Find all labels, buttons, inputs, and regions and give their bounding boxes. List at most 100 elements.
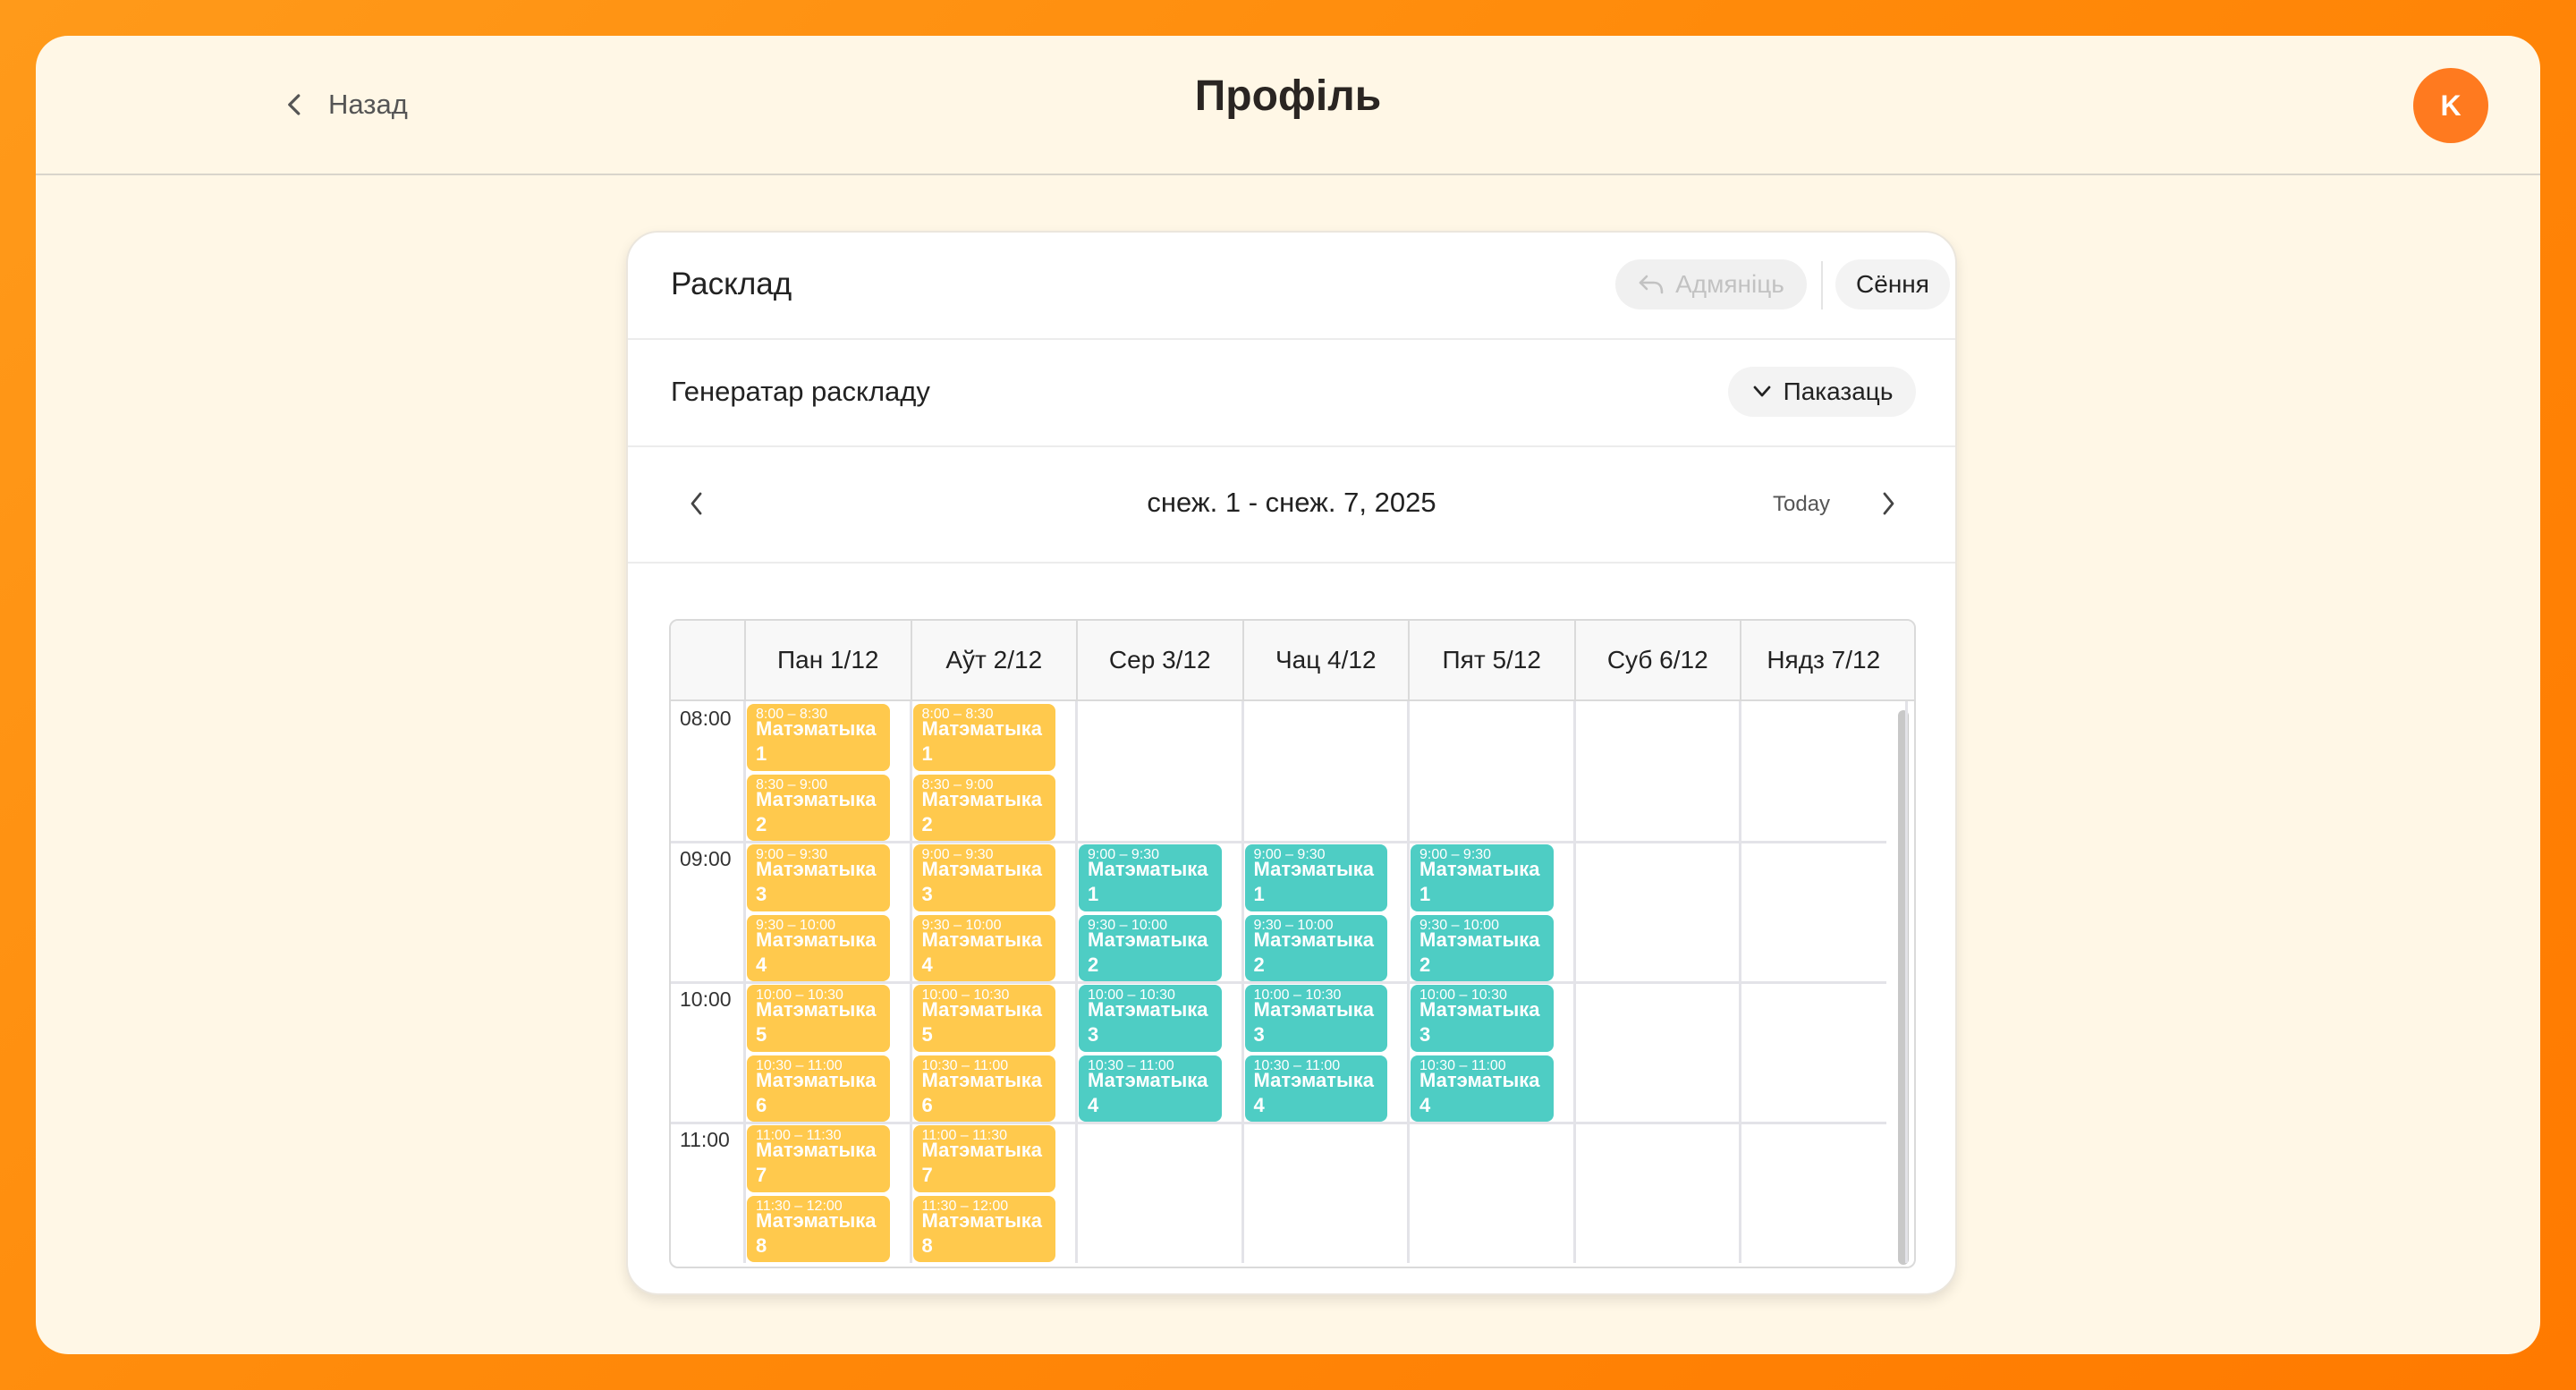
schedule-event[interactable]: 8:30 – 9:00 Матэматыка 2 — [747, 774, 890, 841]
week-calendar: Пан 1/12 Аўт 2/12 Сер 3/12 Чац 4/12 Пят 5/12… — [669, 619, 1916, 1268]
event-title: Матэматыка 3 — [1419, 998, 1540, 1046]
event-title: Матэматыка 4 — [921, 928, 1043, 976]
day-header: Суб 6/12 — [1573, 621, 1741, 699]
day-header: Чац 4/12 — [1241, 621, 1409, 699]
grid-hour-line — [671, 981, 1886, 984]
day-header: Пят 5/12 — [1408, 621, 1574, 699]
schedule-header: Расклад Адмяніць Сёння — [628, 233, 1955, 340]
undo-icon — [1639, 275, 1664, 294]
schedule-event[interactable]: 9:00 – 9:30 Матэматыка 1 — [1079, 844, 1222, 911]
event-time: 9:00 – 9:30 — [1253, 847, 1326, 862]
app-window: Назад Профіль K Расклад Адмяніць Сёння Г… — [36, 36, 2540, 1354]
time-label: 08:00 — [680, 707, 732, 730]
schedule-event[interactable]: 8:00 – 8:30 Матэматыка 1 — [912, 704, 1055, 771]
event-title: Матэматыка 4 — [1419, 1068, 1540, 1116]
avatar[interactable]: K — [2413, 68, 2488, 143]
schedule-event[interactable]: 10:30 – 11:00 Матэматыка 4 — [1079, 1055, 1222, 1122]
schedule-event[interactable]: 11:30 – 12:00 Матэматыка 8 — [912, 1195, 1055, 1262]
time-label: 11:00 — [680, 1128, 730, 1151]
event-time: 9:30 – 10:00 — [1253, 917, 1334, 933]
schedule-event[interactable]: 9:00 – 9:30 Матэматыка 3 — [747, 844, 890, 911]
day-header: Аўт 2/12 — [910, 621, 1077, 699]
event-time: 8:30 – 9:00 — [756, 776, 828, 792]
calendar-header: Пан 1/12 Аўт 2/12 Сер 3/12 Чац 4/12 Пят 5/12… — [671, 621, 1914, 701]
schedule-event[interactable]: 9:00 – 9:30 Матэматыка 1 — [1244, 844, 1387, 911]
schedule-event[interactable]: 11:00 – 11:30 Матэматыка 7 — [747, 1125, 890, 1192]
prev-week-button[interactable] — [674, 481, 719, 526]
event-time: 8:00 – 8:30 — [921, 707, 994, 722]
day-header: Нядз 7/12 — [1740, 621, 1906, 699]
event-time: 10:30 – 11:00 — [1088, 1057, 1174, 1073]
next-week-button[interactable] — [1866, 481, 1911, 526]
schedule-event[interactable]: 10:30 – 11:00 Матэматыка 4 — [1244, 1055, 1387, 1122]
schedule-event[interactable]: 10:00 – 10:30 Матэматыка 5 — [747, 985, 890, 1052]
event-title: Матэматыка 8 — [756, 1208, 877, 1257]
event-title: Матэматыка 5 — [921, 998, 1043, 1046]
event-time: 11:00 – 11:30 — [756, 1128, 842, 1143]
schedule-event[interactable]: 9:00 – 9:30 Матэматыка 1 — [1411, 844, 1554, 911]
event-time: 9:00 – 9:30 — [1088, 847, 1160, 862]
day-header: Пан 1/12 — [744, 621, 911, 699]
event-time: 10:00 – 10:30 — [1419, 987, 1507, 1003]
event-title: Матэматыка 2 — [1253, 928, 1375, 976]
event-title: Матэматыка 7 — [756, 1139, 877, 1186]
event-time: 11:00 – 11:30 — [921, 1128, 1008, 1143]
schedule-title: Расклад — [671, 267, 792, 301]
show-button[interactable]: Паказаць — [1728, 367, 1916, 417]
event-title: Матэматыка 5 — [756, 998, 877, 1046]
event-time: 9:30 – 10:00 — [1088, 917, 1167, 933]
event-title: Матэматыка 4 — [756, 928, 877, 976]
schedule-event[interactable]: 9:30 – 10:00 Матэматыка 4 — [912, 914, 1055, 981]
undo-label: Адмяніць — [1675, 270, 1784, 298]
schedule-event[interactable]: 9:30 – 10:00 Матэматыка 2 — [1079, 914, 1222, 981]
schedule-event[interactable]: 10:00 – 10:30 Матэматыка 5 — [912, 985, 1055, 1052]
schedule-event[interactable]: 11:30 – 12:00 Матэматыка 8 — [747, 1195, 890, 1262]
divider — [1821, 261, 1823, 309]
event-time: 10:00 – 10:30 — [921, 987, 1010, 1003]
today-link[interactable]: Today — [1773, 492, 1831, 516]
schedule-event[interactable]: 10:00 – 10:30 Матэматыка 3 — [1244, 985, 1387, 1052]
event-title: Матэматыка 2 — [921, 787, 1043, 835]
event-title: Матэматыка 3 — [921, 858, 1043, 905]
schedule-event[interactable]: 8:30 – 9:00 Матэматыка 2 — [912, 774, 1055, 841]
grid-column-line — [1904, 701, 1908, 1263]
back-label: Назад — [328, 89, 408, 120]
event-title: Матэматыка 4 — [1088, 1068, 1208, 1116]
event-title: Матэматыка 3 — [756, 858, 877, 905]
schedule-event[interactable]: 11:00 – 11:30 Матэматыка 7 — [912, 1125, 1055, 1192]
event-time: 9:00 – 9:30 — [1419, 847, 1492, 862]
event-time: 9:30 – 10:00 — [921, 917, 1002, 933]
schedule-event[interactable]: 10:30 – 11:00 Матэматыка 6 — [747, 1055, 890, 1122]
event-time: 9:00 – 9:30 — [756, 847, 828, 862]
event-time: 10:00 – 10:30 — [756, 987, 843, 1003]
schedule-card: Расклад Адмяніць Сёння Генератар расклад… — [626, 231, 1957, 1295]
event-time: 8:00 – 8:30 — [756, 707, 828, 722]
today-button[interactable]: Сёння — [1835, 259, 1950, 309]
chevron-left-icon — [288, 94, 301, 115]
schedule-event[interactable]: 9:00 – 9:30 Матэматыка 3 — [912, 844, 1055, 911]
back-button[interactable]: Назад — [282, 75, 408, 134]
schedule-event[interactable]: 9:30 – 10:00 Матэматыка 2 — [1244, 914, 1387, 981]
event-time: 8:30 – 9:00 — [921, 776, 994, 792]
week-navigation: снеж. 1 - снеж. 7, 2025 Today — [628, 447, 1955, 564]
schedule-event[interactable]: 10:00 – 10:30 Матэматыка 3 — [1079, 985, 1222, 1052]
event-title: Матэматыка 1 — [1253, 858, 1375, 905]
event-title: Матэматыка 1 — [1419, 858, 1540, 905]
generator-row: Генератар раскладу Паказаць — [628, 340, 1955, 447]
schedule-event[interactable]: 9:30 – 10:00 Матэматыка 2 — [1411, 914, 1554, 981]
top-bar: Назад Профіль K — [36, 36, 2540, 175]
schedule-event[interactable]: 9:30 – 10:00 Матэматыка 4 — [747, 914, 890, 981]
grid-hour-line — [671, 1122, 1886, 1124]
event-title: Матэматыка 8 — [921, 1208, 1043, 1257]
undo-button[interactable]: Адмяніць — [1615, 259, 1807, 309]
chevron-down-icon — [1753, 386, 1770, 397]
schedule-event[interactable]: 10:00 – 10:30 Матэматыка 3 — [1411, 985, 1554, 1052]
schedule-event[interactable]: 8:00 – 8:30 Матэматыка 1 — [747, 704, 890, 771]
event-title: Матэматыка 4 — [1253, 1068, 1375, 1116]
schedule-event[interactable]: 10:30 – 11:00 Матэматыка 4 — [1411, 1055, 1554, 1122]
event-title: Матэматыка 2 — [756, 787, 877, 835]
generator-label: Генератар раскладу — [671, 376, 930, 407]
schedule-event[interactable]: 10:30 – 11:00 Матэматыка 6 — [912, 1055, 1055, 1122]
event-title: Матэматыка 7 — [921, 1139, 1043, 1186]
event-time: 10:30 – 11:00 — [921, 1057, 1009, 1073]
